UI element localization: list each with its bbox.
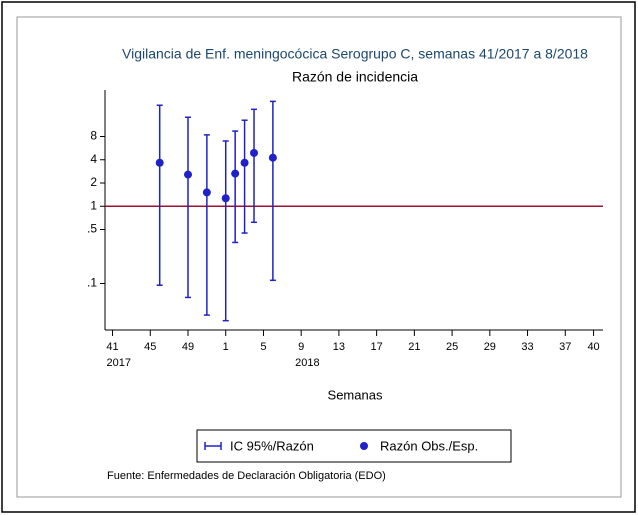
plot-frame <box>16 16 622 498</box>
y-tick-label: .1 <box>87 276 97 290</box>
x-tick-label: 1 <box>223 341 229 353</box>
point <box>231 169 240 178</box>
legend-point-icon <box>360 442 368 450</box>
point <box>184 170 192 179</box>
point <box>250 148 259 157</box>
legend-label: Razón Obs./Esp. <box>380 438 478 453</box>
y-tick-label: 4 <box>90 152 97 166</box>
x-tick-label: 49 <box>182 341 194 353</box>
y-tick-label: 8 <box>90 129 97 143</box>
year-label: 2017 <box>107 357 131 369</box>
x-tick-label: 5 <box>260 341 266 353</box>
point <box>202 188 211 197</box>
y-tick-label: 2 <box>90 175 97 189</box>
x-tick-label: 17 <box>371 341 383 353</box>
source-note: Fuente: Enfermedades de Declaración Obli… <box>107 470 386 482</box>
y-tick-label: .5 <box>87 222 97 236</box>
x-axis-label: Semanas <box>328 387 383 402</box>
chart-title: Vigilancia de Enf. meningocócica Serogru… <box>122 46 588 62</box>
point <box>221 194 230 203</box>
x-tick-label: 40 <box>587 341 599 353</box>
x-tick-label: 13 <box>333 341 345 353</box>
x-tick-label: 25 <box>446 341 458 353</box>
x-tick-label: 37 <box>559 341 571 353</box>
legend-box <box>196 429 512 463</box>
point <box>155 158 164 167</box>
x-tick-label: 45 <box>144 341 156 353</box>
legend-label: IC 95%/Razón <box>230 438 314 453</box>
chart-subtitle: Razón de incidencia <box>292 69 418 85</box>
x-tick-label: 9 <box>298 341 304 353</box>
x-tick-label: 21 <box>408 341 420 353</box>
point <box>240 158 249 167</box>
x-tick-label: 29 <box>484 341 496 353</box>
x-tick-label: 33 <box>521 341 533 353</box>
point <box>268 153 277 162</box>
x-tick-label: 41 <box>106 341 118 353</box>
y-tick-label: 1 <box>90 198 97 212</box>
year-label: 2018 <box>295 357 319 369</box>
